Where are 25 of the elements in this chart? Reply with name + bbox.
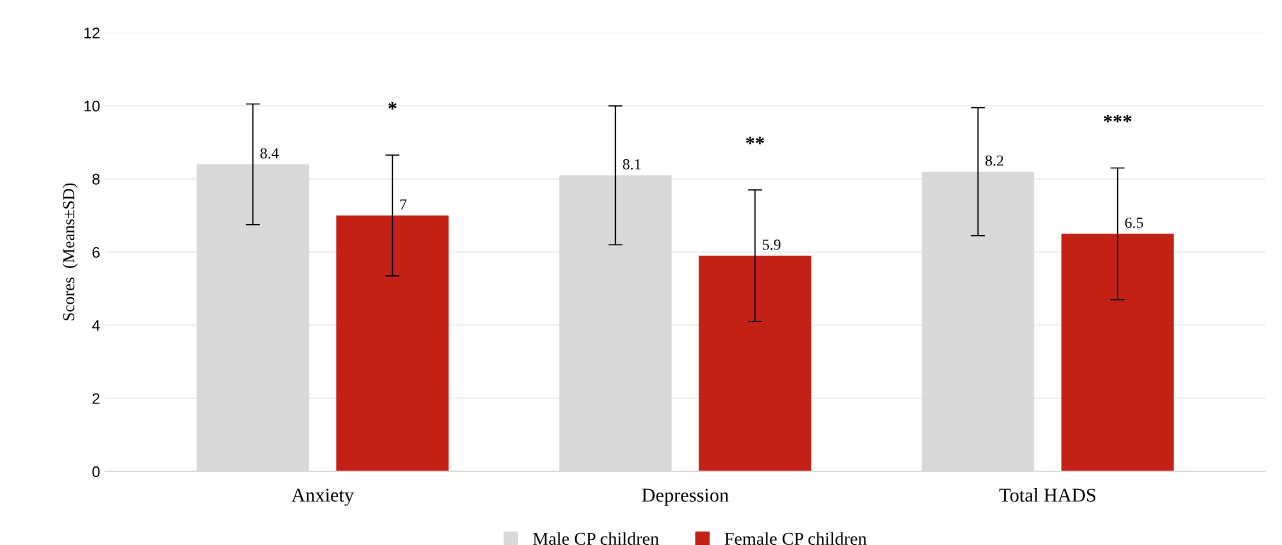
bar [698,255,812,472]
y-tick-label: 4 [92,320,100,331]
y-tick-label: 12 [84,27,100,39]
y-axis-title: Scores (Means±SD) [62,183,78,321]
data-label: 6.5 [1125,217,1144,228]
data-label: 8.4 [260,148,279,159]
legend-label: Male CP children [532,532,659,545]
data-label: 8.1 [622,159,641,170]
bar [1061,233,1174,472]
data-label: 8.2 [985,155,1004,166]
y-tick-label: 6 [92,246,100,258]
y-tick-label: 2 [92,393,100,404]
data-label: 7 [400,199,407,210]
legend-label: Female CP children [724,532,867,545]
annotation: * [388,102,397,110]
x-tick-label: Total HADS [999,488,1096,502]
y-tick-label: 0 [92,466,100,478]
data-label: 5.9 [762,239,781,250]
annotation: *** [1103,114,1132,123]
annotation: ** [746,136,764,145]
y-tick-label: 8 [92,173,100,185]
x-tick-label: Anxiety [291,488,354,506]
bar [336,215,449,472]
x-tick-label: Depression [642,488,729,506]
y-tick-label: 10 [84,100,100,112]
